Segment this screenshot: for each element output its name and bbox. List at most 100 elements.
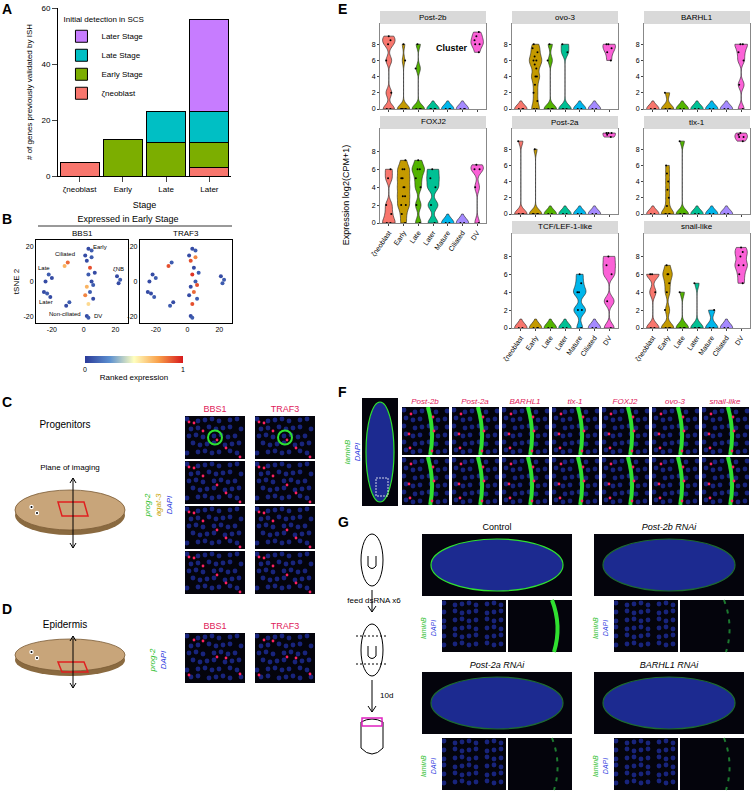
svg-text:DV: DV (734, 334, 746, 346)
svg-text:20: 20 (215, 326, 223, 333)
svg-text:Stage: Stage (133, 200, 157, 210)
svg-text:Progenitors: Progenitors (39, 419, 90, 430)
svg-text:Early: Early (93, 244, 107, 250)
svg-text:-20: -20 (127, 313, 137, 320)
svg-text:6: 6 (636, 162, 640, 169)
svg-text:Later: Later (686, 334, 701, 352)
svg-text:TRAF3: TRAF3 (271, 404, 300, 414)
svg-text:DAPI: DAPI (165, 495, 174, 514)
svg-text:Late: Late (408, 229, 422, 244)
svg-text:0: 0 (636, 324, 640, 331)
svg-text:60: 60 (41, 4, 50, 13)
svg-text:Later: Later (200, 185, 219, 194)
svg-text:ζneoblast: ζneoblast (63, 185, 98, 194)
svg-text:tlx-1: tlx-1 (689, 118, 705, 127)
svg-text:ovo-3: ovo-3 (665, 397, 686, 406)
svg-text:Mature: Mature (697, 334, 715, 356)
svg-text:Initial detection in SCS: Initial detection in SCS (63, 15, 143, 24)
svg-text:DV: DV (470, 229, 482, 241)
svg-text:Ciliated: Ciliated (55, 251, 75, 257)
svg-text:ζneoblast: ζneoblast (370, 229, 394, 258)
svg-text:TRAF3: TRAF3 (271, 621, 300, 631)
svg-text:0: 0 (636, 210, 640, 217)
svg-text:DV: DV (94, 313, 102, 319)
svg-text:-20: -20 (47, 326, 57, 333)
svg-text:Late Stage: Late Stage (101, 51, 140, 60)
svg-text:20: 20 (112, 326, 120, 333)
svg-text:Control: Control (482, 522, 511, 532)
svg-text:0: 0 (372, 105, 376, 112)
svg-text:Early: Early (114, 185, 132, 194)
svg-text:ovo-3: ovo-3 (555, 13, 576, 22)
svg-text:tSNE 2: tSNE 2 (12, 268, 21, 294)
svg-text:Early: Early (524, 334, 540, 352)
svg-text:Mature: Mature (565, 334, 583, 356)
svg-text:Post-2a: Post-2a (551, 118, 579, 127)
svg-text:Ciliated: Ciliated (579, 334, 598, 357)
svg-text:snail-like: snail-like (709, 397, 741, 406)
svg-text:4: 4 (636, 178, 640, 185)
svg-text:0: 0 (82, 326, 86, 333)
svg-text:2: 2 (504, 194, 508, 201)
svg-text:-20: -20 (23, 313, 33, 320)
svg-text:DAPI: DAPI (430, 620, 437, 636)
svg-text:8: 8 (504, 253, 508, 260)
svg-text:Ciliated: Ciliated (711, 334, 730, 357)
svg-text:-20: -20 (151, 326, 161, 333)
svg-text:ζNB: ζNB (113, 266, 124, 272)
svg-text:0: 0 (372, 219, 376, 226)
svg-text:6: 6 (636, 271, 640, 278)
svg-text:prog-2: prog-2 (148, 648, 157, 673)
svg-text:Plane of imaging: Plane of imaging (40, 463, 100, 472)
svg-text:0: 0 (46, 172, 51, 181)
svg-text:0: 0 (30, 278, 34, 285)
svg-text:DAPI: DAPI (602, 758, 609, 774)
svg-text:BARHL1 RNAi: BARHL1 RNAi (640, 660, 700, 670)
svg-text:C: C (2, 394, 12, 410)
svg-text:laminB: laminB (592, 755, 599, 777)
svg-text:8: 8 (372, 148, 376, 155)
svg-text:8: 8 (636, 253, 640, 260)
svg-text:laminB: laminB (343, 439, 352, 464)
svg-text:4: 4 (372, 184, 376, 191)
svg-text:Epidermis: Epidermis (43, 619, 87, 630)
svg-text:laminB: laminB (420, 617, 427, 639)
svg-text:6: 6 (372, 57, 376, 64)
svg-text:BBS1: BBS1 (203, 621, 226, 631)
svg-text:0: 0 (186, 326, 190, 333)
svg-text:FOXJ2: FOXJ2 (421, 117, 446, 126)
svg-text:2: 2 (636, 194, 640, 201)
svg-text:2: 2 (636, 307, 640, 314)
svg-text:# of genes previously validate: # of genes previously validated by ISH (25, 24, 34, 160)
svg-text:6: 6 (504, 271, 508, 278)
svg-text:Late: Late (540, 334, 554, 349)
svg-text:G: G (338, 514, 349, 530)
svg-text:6: 6 (504, 162, 508, 169)
svg-text:Early: Early (392, 229, 408, 247)
svg-text:Post-2a RNAi: Post-2a RNAi (470, 660, 526, 670)
svg-text:Late: Late (38, 265, 50, 271)
svg-text:20: 20 (26, 243, 34, 250)
svg-text:ζneoblast: ζneoblast (101, 89, 136, 98)
svg-text:agat-3: agat-3 (154, 493, 163, 516)
svg-text:8: 8 (372, 41, 376, 48)
svg-text:F: F (338, 384, 347, 400)
svg-text:B: B (2, 211, 12, 227)
svg-text:0: 0 (504, 324, 508, 331)
svg-text:DV: DV (602, 334, 614, 346)
svg-text:ζneoblast: ζneoblast (502, 334, 526, 363)
svg-text:0: 0 (504, 210, 508, 217)
svg-text:6: 6 (372, 166, 376, 173)
svg-text:laminB: laminB (420, 755, 427, 777)
svg-text:0: 0 (134, 278, 138, 285)
svg-text:8: 8 (504, 41, 508, 48)
svg-text:4: 4 (504, 73, 508, 80)
svg-text:BARHL1: BARHL1 (509, 397, 540, 406)
svg-text:DAPI: DAPI (353, 442, 362, 461)
svg-text:0: 0 (636, 105, 640, 112)
svg-text:Ranked expression: Ranked expression (100, 373, 168, 382)
svg-text:Ciliated: Ciliated (447, 229, 466, 252)
svg-text:Cluster: Cluster (436, 43, 468, 53)
svg-text:8: 8 (636, 146, 640, 153)
svg-text:4: 4 (636, 289, 640, 296)
